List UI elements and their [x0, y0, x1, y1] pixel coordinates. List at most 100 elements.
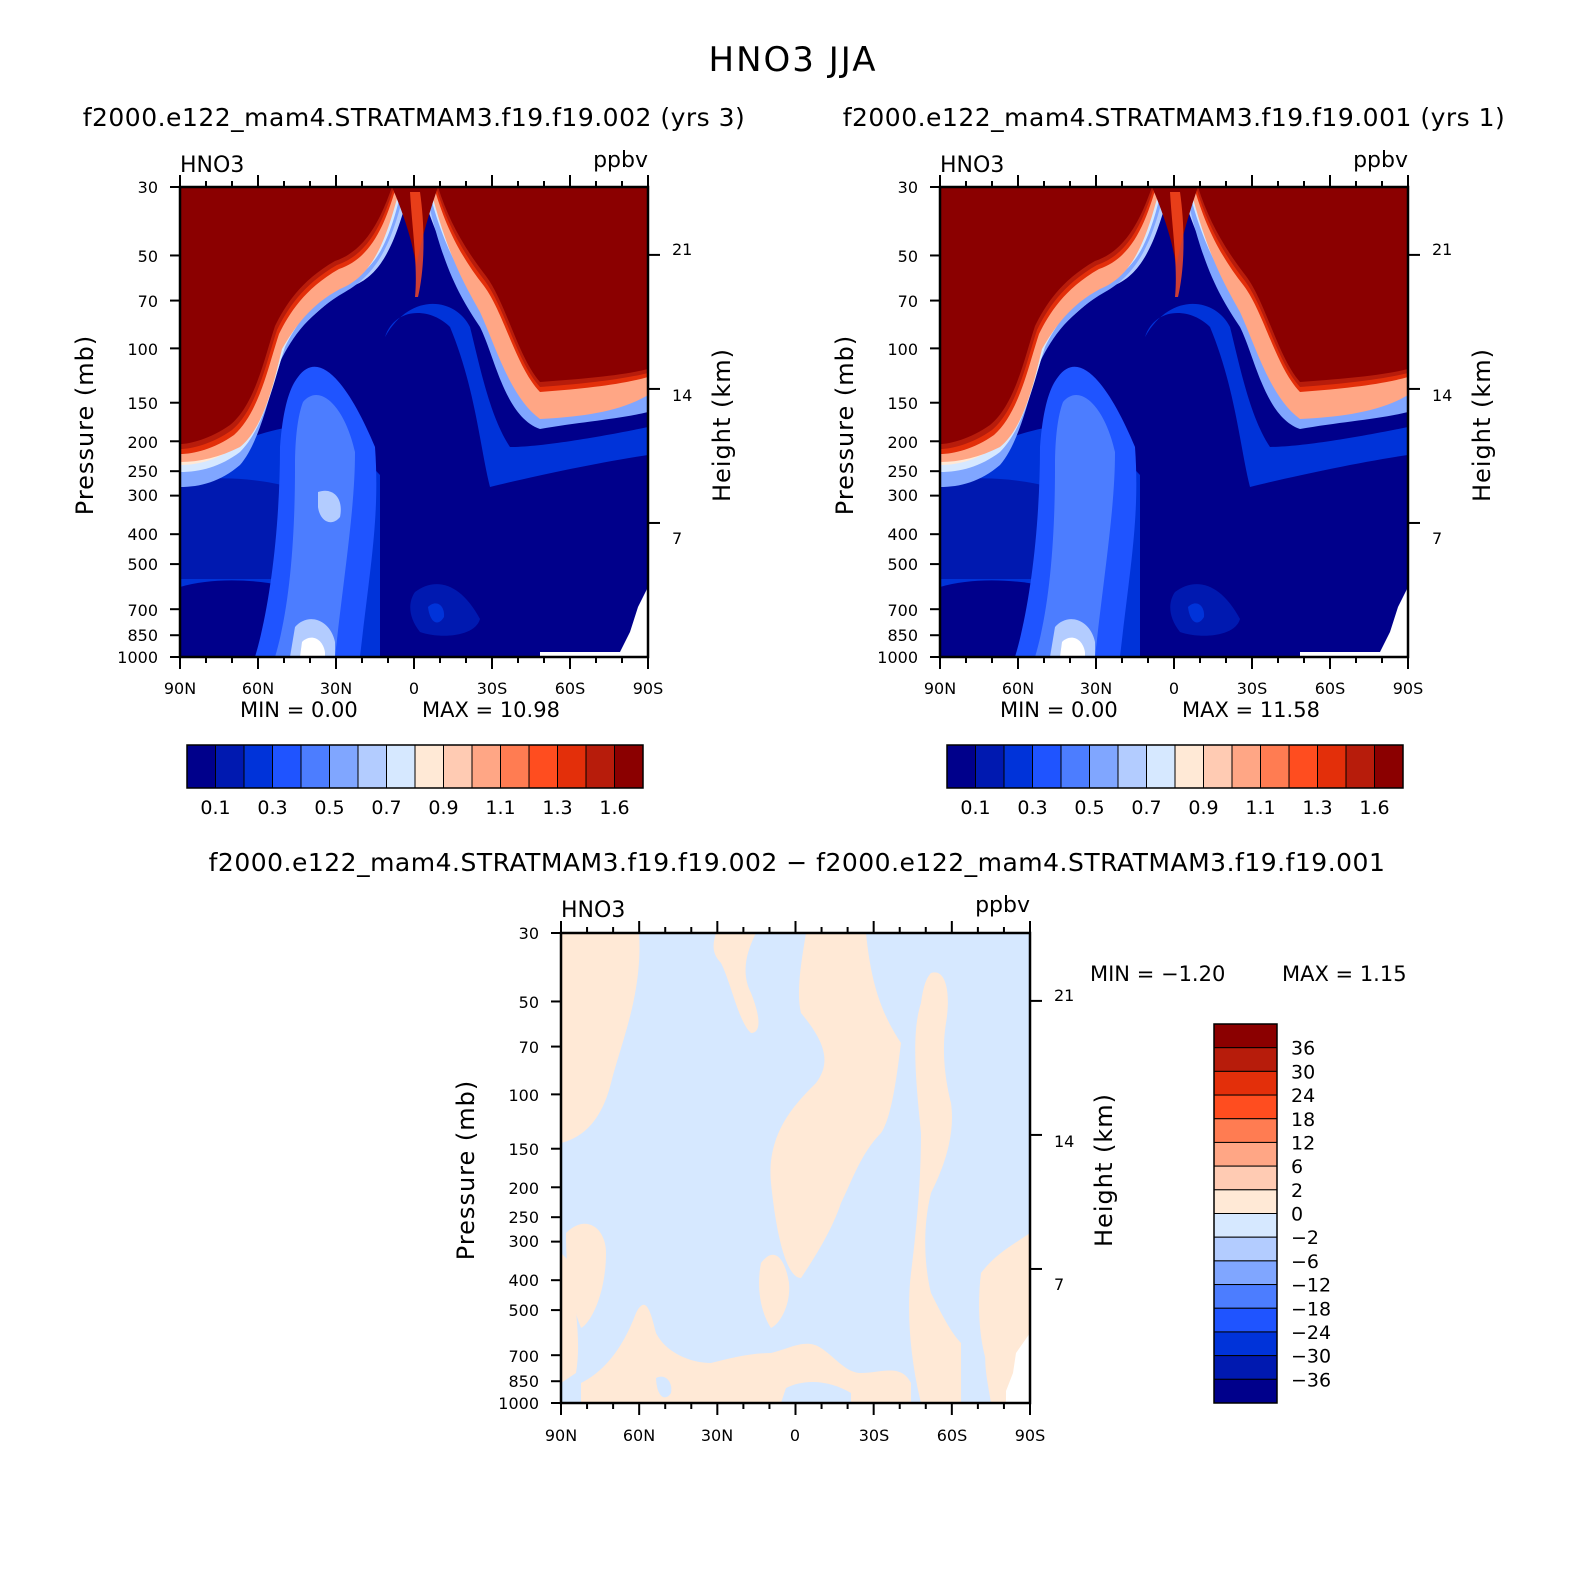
colorbar-label: 30: [1291, 1061, 1315, 1083]
colorbar-frame: [186, 744, 644, 789]
colorbar-label: 1.6: [599, 797, 629, 819]
y-tick-label: 70: [898, 292, 918, 311]
colorbar-label: 12: [1291, 1132, 1315, 1154]
colorbar-swatch: [215, 744, 245, 789]
colorbar-swatch: [1213, 1260, 1278, 1286]
colorbar-label: 18: [1291, 1109, 1315, 1131]
y-right-tick-labels: 21 14 7: [672, 240, 692, 548]
y-axis-title: Pressure (mb): [71, 335, 99, 515]
x-tick-labels: 90N 60N 30N 0 30S 60S 90S: [545, 1426, 1045, 1445]
colorbar-swatch: [471, 744, 501, 789]
colorbar-swatch: [300, 744, 330, 789]
x-tick-label: 60N: [1002, 679, 1034, 698]
colorbar-swatch: [1213, 1236, 1278, 1262]
colorbar-label: 24: [1291, 1085, 1315, 1107]
x-tick-label: 30N: [701, 1426, 733, 1445]
y-tick-label: 30: [898, 178, 918, 197]
colorbar-label: 0.9: [1188, 797, 1218, 819]
colorbar-label: −12: [1291, 1275, 1331, 1297]
y-tick-label: 250: [508, 1208, 539, 1227]
y-right-tick-label: 7: [672, 529, 682, 548]
y-tick-labels: 30 50 70 100 150 200 250 300 400 500 700…: [117, 178, 158, 667]
panel-model-001: f2000.e122_mam4.STRATMAM3.f19.f19.001 (y…: [831, 103, 1505, 819]
colorbar-swatch: [1213, 1094, 1278, 1120]
colorbar-swatch: [946, 744, 976, 789]
y-tick-label: 700: [508, 1347, 539, 1366]
x-tick-labels: 90N 60N 30N 0 30S 60S 90S: [164, 679, 663, 698]
colorbar-label: 2: [1291, 1180, 1303, 1202]
y-tick-label: 150: [508, 1140, 539, 1159]
y-tick-label: 1000: [117, 648, 158, 667]
colorbar-label: 1.1: [485, 797, 515, 819]
axis-ticks: [551, 921, 1042, 1415]
colorbar-swatch: [1213, 1165, 1278, 1191]
y-tick-label: 50: [138, 247, 158, 266]
y-tick-label: 100: [887, 340, 918, 359]
colorbar-swatch: [1213, 1047, 1278, 1072]
colorbar-swatch: [1213, 1307, 1278, 1333]
figure-title: HNO3 JJA: [709, 40, 878, 80]
colorbar-label: −6: [1291, 1251, 1319, 1273]
units-label: ppbv: [1353, 148, 1408, 173]
colorbar-label: 36: [1291, 1038, 1315, 1060]
axis-ticks: [170, 175, 660, 669]
y-right-tick-labels: 21 14 7: [1432, 240, 1452, 548]
x-tick-label: 30N: [1080, 679, 1112, 698]
y-tick-label: 30: [138, 178, 158, 197]
colorbar-swatch: [1032, 744, 1062, 789]
colorbar-swatch: [1213, 1189, 1278, 1214]
x-tick-label: 90S: [633, 679, 664, 698]
max-stat: MAX = 1.15: [1282, 962, 1407, 986]
colorbar-label: 1.3: [1302, 797, 1332, 819]
colorbar-label: 1.1: [1245, 797, 1275, 819]
y-tick-label: 30: [519, 924, 539, 943]
panel-difference: f2000.e122_mam4.STRATMAM3.f19.f19.002 − …: [209, 848, 1407, 1445]
min-stat: MIN = −1.20: [1090, 962, 1225, 986]
colorbar-swatch: [243, 744, 273, 789]
y-tick-label: 1000: [877, 648, 918, 667]
y-right-tick-label: 7: [1432, 529, 1442, 548]
colorbar-swatch: [1060, 744, 1090, 789]
colorbar-label: 0.1: [960, 797, 990, 819]
y-tick-label: 70: [519, 1038, 539, 1057]
y-tick-label: 50: [519, 993, 539, 1012]
x-tick-label: 90S: [1393, 679, 1424, 698]
axis-ticks: [930, 175, 1420, 669]
colorbar-label: 0: [1291, 1204, 1303, 1226]
y-tick-label: 300: [508, 1232, 539, 1251]
colorbar: 0.1 0.3 0.5 0.7 0.9 1.1 1.3 1.6: [186, 744, 644, 819]
colorbar-swatch: [186, 744, 216, 789]
colorbar-label: −18: [1291, 1298, 1331, 1320]
y-tick-label: 850: [887, 626, 918, 645]
colorbar-swatch: [557, 744, 587, 789]
panel-title: f2000.e122_mam4.STRATMAM3.f19.f19.002 (y…: [83, 103, 746, 132]
colorbar-swatch: [1213, 1331, 1278, 1357]
x-tick-label: 90N: [164, 679, 196, 698]
y-tick-label: 70: [138, 292, 158, 311]
y-tick-label: 500: [887, 555, 918, 574]
colorbar-label: −2: [1291, 1227, 1319, 1249]
x-tick-label: 60N: [242, 679, 274, 698]
x-tick-label: 60S: [1315, 679, 1346, 698]
y-tick-label: 200: [508, 1179, 539, 1198]
y-tick-label: 100: [508, 1086, 539, 1105]
colorbar-swatch: [1117, 744, 1147, 789]
y-tick-label: 400: [508, 1271, 539, 1290]
x-tick-label: 30S: [1237, 679, 1268, 698]
y-tick-label: 250: [127, 462, 158, 481]
y-right-tick-label: 21: [1432, 240, 1452, 259]
colorbar-swatch: [1213, 1118, 1278, 1143]
y-tick-label: 400: [887, 525, 918, 544]
colorbar-label: 1.3: [542, 797, 572, 819]
colorbar-label: 1.6: [1359, 797, 1389, 819]
colorbar-label: −30: [1291, 1346, 1331, 1368]
colorbar-swatch: [1213, 1284, 1278, 1309]
y-axis-title: Pressure (mb): [452, 1080, 480, 1260]
y-right-tick-label: 7: [1054, 1275, 1064, 1294]
x-tick-label: 90N: [545, 1426, 577, 1445]
y-right-tick-label: 14: [1432, 386, 1452, 405]
colorbar-label: 0.3: [257, 797, 287, 819]
colorbar-label: 6: [1291, 1156, 1303, 1178]
